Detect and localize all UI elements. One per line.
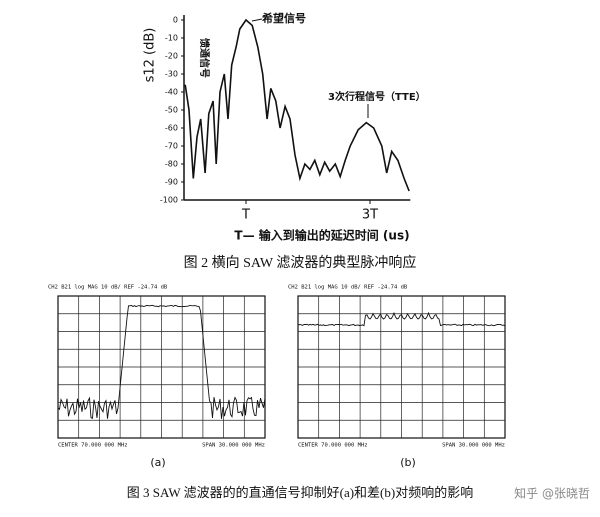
y-tick-label: -80 <box>165 160 178 169</box>
x-axis-label: T— 输入到输出的延迟时间 (us) <box>234 228 409 243</box>
panel-header: CH2 B21 log MAG 10 dB/ REF -24.74 dB <box>48 285 168 291</box>
annotation-arrow <box>251 18 263 22</box>
y-tick-label: -60 <box>165 124 178 133</box>
panel-header: CH2 B21 log MAG 10 dB/ REF -24.74 dB <box>288 285 408 291</box>
figure2-caption: 图 2 横向 SAW 滤波器的典型脉冲响应 <box>184 254 417 271</box>
panel-trace <box>297 311 506 327</box>
panel-center: CENTER 70.000 000 MHz <box>58 443 128 449</box>
y-tick-label: -90 <box>165 178 178 187</box>
annotation: 3次行程信号（TTE） <box>328 90 426 103</box>
panel-label: (a) <box>150 456 165 469</box>
y-tick-label: -50 <box>165 106 178 115</box>
annotation: 馈通信号 <box>198 37 211 78</box>
y-tick-label: -20 <box>165 52 178 61</box>
figure3-caption: 图 3 SAW 滤波器的的直通信号抑制好(a)和差(b)对频响的影响 <box>127 485 473 500</box>
annotation: 希望信号 <box>261 11 306 25</box>
y-axis-label: s12 (dB) <box>143 28 158 83</box>
panel-label: (b) <box>400 456 416 469</box>
y-tick-label: 0 <box>173 16 178 25</box>
y-tick-label: -100 <box>160 196 178 205</box>
y-tick-label: -30 <box>165 70 178 79</box>
panel-trace <box>57 304 266 419</box>
line <box>184 18 410 192</box>
y-tick-label: -40 <box>165 88 178 97</box>
y-tick-label: -10 <box>165 34 178 43</box>
x-tick-label: T <box>241 208 250 223</box>
panel-center: CENTER 70.000 000 MHz <box>298 443 368 449</box>
panel-span: SPAN 30.000 000 MHz <box>442 443 505 449</box>
x-tick-label: 3T <box>362 208 378 223</box>
watermark: 知乎 @张晓哲 <box>514 487 590 501</box>
panel-span: SPAN 30.000 000 MHz <box>202 443 265 449</box>
y-tick-label: -70 <box>165 142 178 151</box>
